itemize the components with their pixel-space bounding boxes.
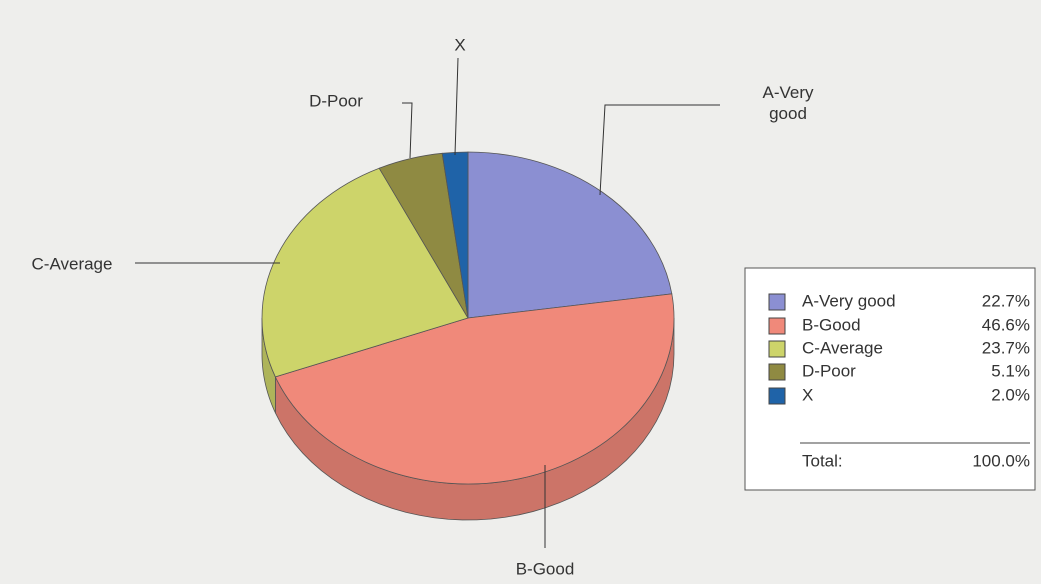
legend-box [744, 267, 1036, 491]
legend-label: B-Good [802, 315, 861, 334]
slice-label: X [454, 35, 465, 54]
legend-swatch [768, 363, 786, 381]
callout-line [454, 57, 459, 156]
legend-label: C-Average [802, 338, 883, 357]
legend-label: A-Very good [802, 291, 896, 310]
legend-value: 5.1% [991, 361, 1030, 380]
callout-line [402, 102, 413, 159]
callout-line [599, 104, 720, 196]
legend-value: 22.7% [982, 291, 1030, 310]
legend-swatch [768, 293, 786, 311]
legend-value: 46.6% [982, 315, 1030, 334]
slice-label: A-Very good [762, 83, 814, 123]
legend-value: 2.0% [991, 385, 1030, 404]
slice [261, 167, 469, 378]
slice [467, 151, 673, 319]
legend-value: 23.7% [982, 338, 1030, 357]
legend-swatch [768, 317, 786, 335]
slice [274, 293, 675, 485]
legend-total-label: Total: [802, 451, 843, 470]
legend-total-value: 100.0% [972, 451, 1030, 470]
slice-label: B-Good [516, 559, 575, 578]
legend-label: X [802, 385, 813, 404]
legend-label: D-Poor [802, 361, 856, 380]
slice-label: C-Average [32, 254, 113, 273]
legend-swatch [768, 387, 786, 405]
pie [261, 151, 675, 521]
slice-label-box: A-Very good [762, 83, 814, 123]
legend-swatch [768, 340, 786, 358]
slice-label: D-Poor [309, 91, 363, 110]
